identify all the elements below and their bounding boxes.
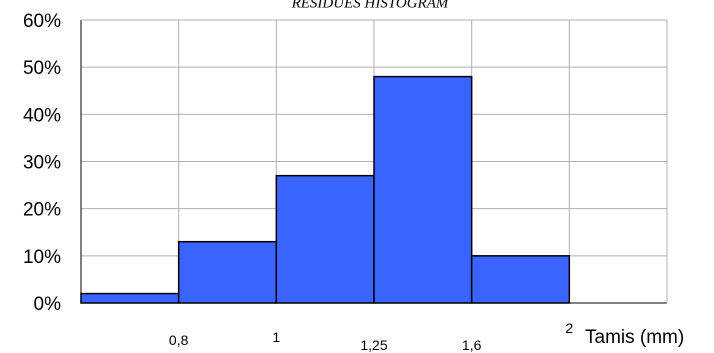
y-tick-label: 50% <box>23 58 61 79</box>
x-tick-labels: 0,8 1 1,25 1,6 2 <box>169 320 574 353</box>
x-tick-label: 1,25 <box>360 337 387 353</box>
y-tick-label: 30% <box>23 153 61 174</box>
x-tick-label: 1,6 <box>462 337 482 353</box>
axes <box>80 19 668 304</box>
y-tick-label: 60% <box>23 11 61 32</box>
x-tick-label: 1 <box>272 329 280 345</box>
y-tick-label: 20% <box>23 200 61 221</box>
histogram-bar <box>275 174 375 304</box>
y-tick-labels: 0% 10% 20% 30% 40% 50% 60% <box>23 11 61 315</box>
x-axis-label: Tamis (mm) <box>585 327 684 348</box>
histogram-bar <box>470 255 571 304</box>
histogram-bar <box>177 240 278 304</box>
bars <box>80 75 571 304</box>
chart-title: RESIDUES HISTOGRAM <box>291 0 450 11</box>
x-tick-label: 0,8 <box>169 332 189 348</box>
x-tick-label: 2 <box>565 320 573 336</box>
histogram-bar <box>80 292 180 304</box>
histogram-bar <box>373 75 473 304</box>
y-tick-label: 40% <box>23 105 61 126</box>
y-tick-label: 0% <box>34 294 62 315</box>
y-tick-label: 10% <box>23 247 61 268</box>
